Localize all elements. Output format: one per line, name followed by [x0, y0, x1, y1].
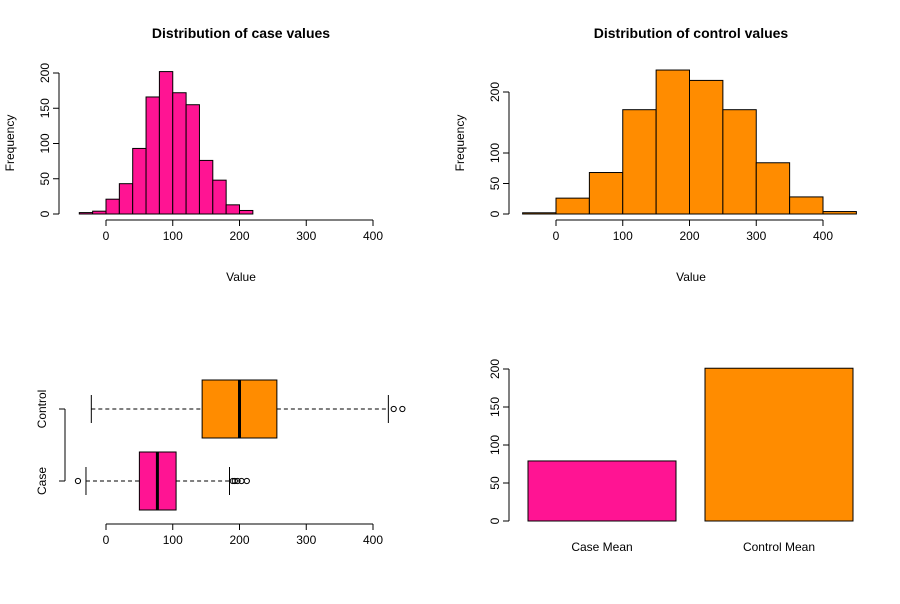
control-histogram-y-axis: 0 50 100 200 [488, 82, 510, 217]
boxplot-outlier [390, 405, 397, 413]
case-histogram-bar [78, 212, 94, 215]
case-histogram-bar [132, 147, 147, 215]
control-histogram-xlabel: Value [676, 270, 706, 284]
case-histogram-title: Distribution of case values [152, 25, 330, 41]
control-histogram-bar [588, 172, 624, 215]
mean-barplot-y-tick-label: 200 [488, 359, 502, 379]
boxplot-x-tick-label: 200 [229, 533, 249, 547]
control-histogram-bar [622, 109, 657, 215]
case-histogram-bar [239, 209, 254, 215]
case-histogram-bar [212, 179, 227, 215]
boxplot-category-label: Case [35, 467, 49, 495]
control-histogram-panel: Distribution of control values Value Fre… [453, 25, 857, 284]
control-histogram-ylabel: Frequency [453, 115, 467, 172]
mean-barplot-y-tick-label: 0 [488, 517, 502, 524]
control-histogram-bar [722, 109, 757, 215]
case-histogram-x-tick-label: 0 [103, 229, 110, 243]
mean-bar-label: Case Mean [571, 540, 632, 554]
case-histogram-x-tick-label: 100 [163, 229, 183, 243]
control-histogram-title: Distribution of control values [594, 25, 789, 41]
mean-barplot-y-tick-label: 50 [488, 476, 502, 490]
control-histogram-bar [555, 197, 590, 215]
boxplot-x-axis: 0 100 200 300 400 [103, 523, 383, 547]
case-histogram-bar [145, 96, 160, 215]
control-histogram-bar [689, 79, 724, 215]
case-histogram-x-tick-label: 400 [363, 229, 383, 243]
mean-barplot-y-tick-label: 150 [488, 397, 502, 417]
control-histogram-y-tick-label: 50 [488, 177, 502, 191]
boxplot-outlier [234, 477, 241, 485]
case-histogram-bar [198, 159, 214, 215]
control-histogram-y-tick-label: 100 [488, 143, 502, 163]
mean-bar-label: Control Mean [743, 540, 815, 554]
mean-barplot-y-tick-label: 100 [488, 435, 502, 455]
boxplot-y-axis: Case Control [35, 390, 66, 495]
mean-bar [704, 367, 854, 522]
boxplot-outlier [229, 477, 236, 485]
boxplot-panel: 0 100 200 300 400 Case Control [35, 379, 406, 547]
case-histogram-x-axis: 0 100 200 300 400 [103, 219, 383, 243]
case-histogram-bars [78, 71, 254, 215]
case-histogram-y-tick-label: 100 [38, 133, 52, 153]
case-histogram-y-tick-label: 0 [38, 210, 52, 217]
control-histogram-y-tick-label: 200 [488, 82, 502, 102]
case-histogram-y-axis: 0 50 100 150 200 [38, 63, 60, 217]
mean-bars: Case Mean Control Mean [527, 367, 854, 554]
control-histogram-x-axis: 0 100 200 300 400 [553, 219, 833, 243]
control-histogram-x-tick-label: 200 [679, 229, 699, 243]
case-histogram-ylabel: Frequency [3, 115, 17, 172]
control-histogram-bar [822, 211, 857, 215]
boxplot-x-tick-label: 400 [363, 533, 383, 547]
case-histogram-bar [92, 210, 107, 215]
control-histogram-x-tick-label: 400 [813, 229, 833, 243]
control-histogram-x-tick-label: 0 [553, 229, 560, 243]
case-histogram-bar [185, 104, 200, 215]
case-histogram-bar [105, 198, 120, 215]
case-histogram-y-tick-label: 200 [38, 63, 52, 83]
control-histogram-bars [522, 69, 857, 215]
boxplot-outlier [231, 477, 238, 485]
boxplot-outlier [243, 477, 250, 485]
boxplot-category-label: Control [35, 390, 49, 429]
mean-bar [527, 460, 677, 522]
case-histogram-y-tick-label: 150 [38, 98, 52, 118]
case-histogram-bar [158, 71, 174, 215]
control-histogram-y-tick-label: 0 [488, 210, 502, 217]
case-histogram-bar [225, 204, 240, 215]
mean-barplot-panel: Case Mean Control Mean 0 50 100 150 200 [488, 359, 854, 554]
case-histogram-y-tick-label: 50 [38, 172, 52, 186]
boxplot-outlier [399, 405, 406, 413]
control-histogram-x-tick-label: 100 [613, 229, 633, 243]
case-histogram-xlabel: Value [226, 270, 256, 284]
control-histogram-x-tick-label: 300 [746, 229, 766, 243]
case-histogram-x-tick-label: 300 [296, 229, 316, 243]
boxplot-x-tick-label: 0 [103, 533, 110, 547]
boxplot-x-tick-label: 300 [296, 533, 316, 547]
boxplot-boxes [74, 379, 406, 511]
control-histogram-bar [755, 162, 791, 215]
case-histogram-x-tick-label: 200 [229, 229, 249, 243]
control-histogram-bar [655, 69, 690, 215]
case-histogram-panel: Distribution of case values Value Freque… [3, 25, 383, 284]
boxplot-x-tick-label: 100 [163, 533, 183, 547]
control-histogram-bar [522, 212, 557, 215]
control-histogram-bar [789, 196, 824, 215]
boxplot-outlier [74, 477, 82, 485]
case-histogram-bar [118, 183, 134, 215]
mean-barplot-y-axis: 0 50 100 150 200 [488, 359, 510, 524]
case-histogram-bar [172, 92, 187, 215]
